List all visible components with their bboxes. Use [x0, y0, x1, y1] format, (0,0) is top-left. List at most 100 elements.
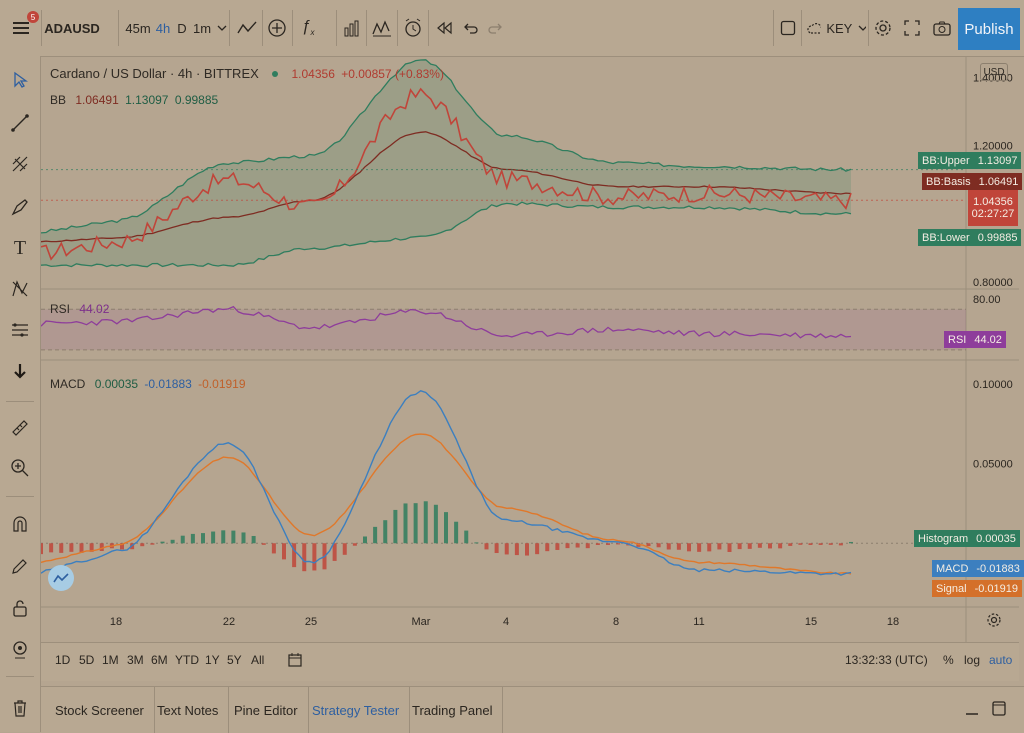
chart-properties-button[interactable] — [48, 565, 74, 591]
price-tick-label: 0.80000 — [973, 277, 1013, 289]
histogram-bar — [585, 543, 590, 549]
tab-trading-panel-label: Trading Panel — [412, 702, 493, 718]
tab-strategy-tester-label: Strategy Tester — [312, 702, 400, 718]
log-toggle[interactable]: log — [964, 653, 981, 667]
utc-clock[interactable]: 13:32:33 (UTC) — [845, 653, 928, 667]
menu-button[interactable] — [8, 0, 34, 56]
maximize-icon — [992, 701, 1006, 716]
text-tool[interactable]: T — [8, 236, 32, 260]
stay-drawing-tool[interactable] — [8, 554, 32, 578]
interval-d[interactable]: D — [177, 20, 187, 36]
histogram-bar — [221, 530, 226, 544]
macd-tag-label: MACD — [932, 560, 973, 577]
alert-button[interactable] — [401, 0, 425, 56]
goto-date-button[interactable] — [287, 652, 305, 670]
redo-button[interactable] — [486, 0, 504, 56]
tab-stock-screener[interactable]: Stock Screener — [45, 687, 155, 733]
compare-button[interactable] — [266, 0, 288, 56]
cloud-layout-button[interactable]: KEY — [806, 0, 866, 56]
histogram-bar — [383, 520, 388, 544]
interval-1m[interactable]: 1m — [192, 20, 212, 36]
histogram-bar — [69, 543, 74, 552]
histogram-bar — [170, 539, 175, 544]
last-price-tag-value: 1.04356 — [973, 196, 1013, 208]
histogram-bar — [504, 543, 509, 555]
range-1m[interactable]: 1M — [102, 653, 119, 667]
zoom-tool[interactable] — [8, 456, 32, 480]
replay-button[interactable] — [433, 0, 455, 56]
settings-button[interactable] — [872, 0, 894, 56]
range-ytd[interactable]: YTD — [175, 653, 199, 667]
histogram-bar — [687, 543, 691, 552]
tab-pine-editor[interactable]: Pine Editor — [224, 687, 309, 733]
interval-4h[interactable]: 4h — [155, 20, 171, 36]
more-tools-toggle[interactable] — [8, 359, 32, 383]
pattern-tool[interactable] — [8, 277, 32, 301]
publish-button[interactable]: Publish — [958, 8, 1020, 50]
brush-tool[interactable] — [8, 195, 32, 219]
range-1y[interactable]: 1Y — [205, 653, 220, 667]
range-all[interactable]: All — [251, 653, 265, 667]
templates-button[interactable] — [370, 0, 394, 56]
maximize-panel-button[interactable] — [991, 699, 1009, 719]
bb-lower-tag: BB:Lower 0.99885 — [918, 229, 1022, 246]
square-icon — [780, 20, 796, 36]
histogram-bar — [41, 543, 43, 555]
fullscreen-icon — [904, 20, 920, 36]
tab-strategy-tester[interactable]: Strategy Tester — [302, 687, 411, 733]
currency-button[interactable]: USD — [980, 63, 1008, 81]
pencil-lock-icon — [12, 559, 27, 574]
bb-basis-value: 1.06491 — [75, 93, 119, 107]
tab-trading-panel[interactable]: Trading Panel — [402, 687, 504, 733]
bb-upper-value: 1.13097 — [125, 93, 169, 107]
range-6m[interactable]: 6M — [151, 653, 168, 667]
histogram-bar — [676, 543, 681, 550]
chart-canvas[interactable]: 182225Mar481115181.400001.200001.000000.… — [41, 57, 1019, 642]
bb-upper-tag-value: 1.13097 — [973, 152, 1022, 169]
histogram-bar — [373, 526, 378, 544]
hide-drawings-tool[interactable] — [8, 638, 32, 662]
tab-text-notes[interactable]: Text Notes — [147, 687, 230, 733]
chart-area[interactable]: 182225Mar481115181.400001.200001.000000.… — [41, 57, 1024, 642]
layout-button[interactable] — [778, 0, 798, 56]
time-tick-label: 22 — [223, 616, 235, 628]
prediction-tool[interactable] — [8, 318, 32, 342]
signal-tag: Signal -0.01919 — [932, 580, 1023, 597]
minimize-panel-button[interactable] — [965, 701, 981, 719]
range-5d[interactable]: 5D — [79, 653, 95, 667]
undo-button[interactable] — [461, 0, 481, 56]
rewind-icon — [437, 21, 452, 35]
arrow-down-icon — [14, 364, 26, 379]
plus-circle-icon — [268, 19, 286, 37]
indicators-button[interactable]: ƒx — [298, 0, 318, 56]
interval-45m[interactable]: 45m — [125, 20, 151, 36]
delete-drawings-tool[interactable] — [8, 696, 32, 720]
magnet-tool[interactable] — [8, 512, 32, 536]
rsi-title: RSI — [50, 302, 71, 316]
interval-dropdown[interactable] — [216, 0, 228, 56]
histogram-bar — [717, 543, 722, 550]
chart-style-button[interactable] — [234, 0, 260, 56]
range-3m[interactable]: 3M — [127, 653, 144, 667]
fib-tool[interactable] — [8, 152, 32, 176]
lock-tool[interactable] — [8, 596, 32, 620]
trend-line-tool[interactable] — [8, 111, 32, 135]
tab-pine-editor-label: Pine Editor — [234, 702, 298, 718]
range-1d[interactable]: 1D — [55, 653, 71, 667]
symbol-search[interactable]: ADAUSD — [44, 20, 100, 36]
percent-toggle[interactable]: % — [943, 653, 954, 667]
ruler-tool[interactable] — [8, 416, 32, 440]
histogram-bar — [413, 503, 418, 544]
eye-icon — [13, 641, 27, 659]
axis-settings-button[interactable] — [984, 610, 1004, 630]
financials-button[interactable] — [341, 0, 363, 56]
range-5y[interactable]: 5Y — [227, 653, 242, 667]
chevron-down-icon — [217, 25, 227, 31]
cursor-tool[interactable] — [8, 68, 32, 92]
macd-tick-label: 0.05000 — [973, 459, 1013, 471]
auto-toggle[interactable]: auto — [989, 653, 1013, 667]
snapshot-button[interactable] — [931, 0, 953, 56]
fullscreen-button[interactable] — [901, 0, 923, 56]
histogram-bar — [433, 504, 438, 544]
time-tick-label: 18 — [110, 616, 122, 628]
